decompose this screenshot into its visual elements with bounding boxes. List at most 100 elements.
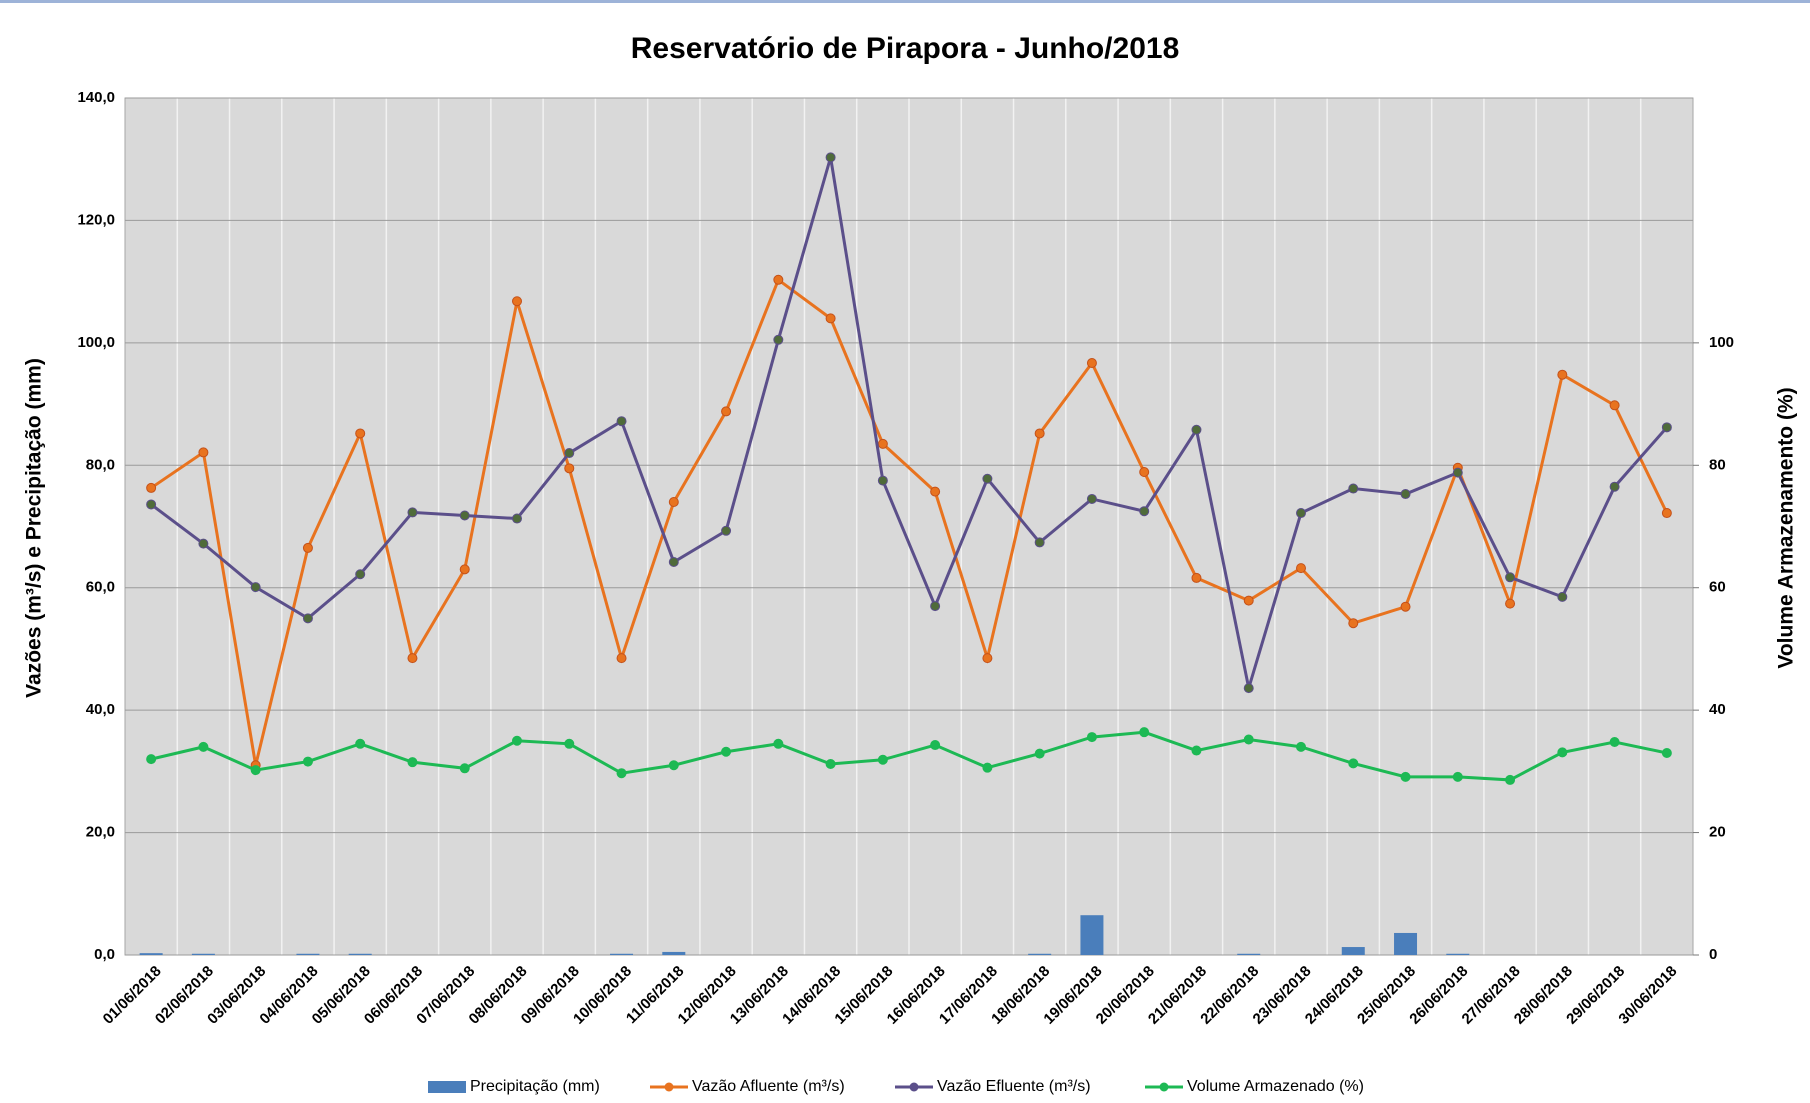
point [459,564,470,575]
y2-tick-label: 60 [1709,579,1726,596]
point [198,741,209,752]
point [355,738,366,749]
point [1191,572,1202,583]
series-line [150,277,1669,766]
y2-tick-label: 100 [1709,334,1734,351]
point [982,653,993,664]
point [668,497,679,508]
bar [139,953,163,955]
point [512,513,522,524]
y-tick-label: 140,0 [77,89,115,106]
point [1505,572,1516,583]
point [930,740,941,751]
point [407,757,418,768]
point [1661,508,1672,519]
point [721,746,732,757]
y2-axis-label: Volume Armazenamento (%) [1775,387,1798,668]
point [1034,428,1045,439]
point [250,765,261,776]
y-tick-label: 100,0 [77,334,115,351]
series-line [150,156,1668,689]
point [1191,745,1202,756]
point [1348,758,1359,769]
top-border [0,0,1810,3]
point [721,406,732,417]
point [982,762,993,773]
point [825,152,836,163]
point [1086,358,1097,369]
legend-swatch [428,1081,466,1093]
y2-tick-label: 0 [1709,946,1717,963]
y-tick-label: 0,0 [94,946,115,963]
chart-title: Reservatório de Pirapora - Junho/2018 [631,32,1180,65]
point [1034,748,1045,759]
point [1139,467,1150,478]
point [1400,601,1411,612]
point [825,759,836,770]
point [1348,618,1359,629]
point [877,475,888,486]
bar [1080,915,1104,955]
bar [296,953,320,955]
point [198,538,209,549]
point [1505,774,1516,785]
point [1296,741,1306,752]
point [773,334,784,345]
bar [610,953,634,955]
point [616,768,627,779]
bar [191,953,215,955]
point [1609,400,1620,411]
y-tick-label: 20,0 [86,824,115,841]
legend-label: Volume Armazenado (%) [1187,1078,1364,1095]
bar [1237,953,1261,955]
point [1452,467,1463,478]
y-axis-label: Vazões (m³/s) e Precipitação (mm) [23,358,46,698]
point [355,569,366,580]
y-tick-label: 40,0 [86,701,115,718]
y-tick-label: 120,0 [77,211,115,228]
point [982,473,993,484]
point [668,557,679,568]
point [1609,481,1620,492]
legend-swatch [664,1082,674,1092]
legend-swatch [909,1082,919,1092]
point [1296,563,1306,574]
point [1191,424,1202,435]
point [1609,736,1620,747]
point [1243,734,1254,745]
y2-tick-label: 80 [1709,456,1726,473]
point [930,486,941,497]
point [616,416,627,427]
point [1034,537,1045,548]
point [146,754,157,765]
legend-label: Vazão Efluente (m³/s) [937,1078,1091,1095]
point [1400,489,1411,500]
point [668,760,679,771]
point [302,613,313,624]
point [825,313,836,324]
point [564,738,575,749]
point [1243,683,1254,694]
y-tick-label: 80,0 [86,456,115,473]
point [512,735,522,746]
point [1661,422,1672,433]
point [302,542,313,553]
bar [1028,953,1052,955]
bar [1446,953,1470,955]
point [1557,591,1568,602]
point [1661,747,1672,758]
point [564,448,575,459]
point [877,438,888,449]
y2-tick-label: 40 [1709,701,1726,718]
point [407,653,418,664]
point [616,653,627,664]
point [198,447,209,458]
point [1348,483,1359,494]
point [512,296,522,307]
point [773,738,784,749]
point [1505,598,1516,609]
point [773,274,784,285]
point [1139,506,1150,517]
legend-label: Vazão Afluente (m³/s) [692,1078,845,1095]
